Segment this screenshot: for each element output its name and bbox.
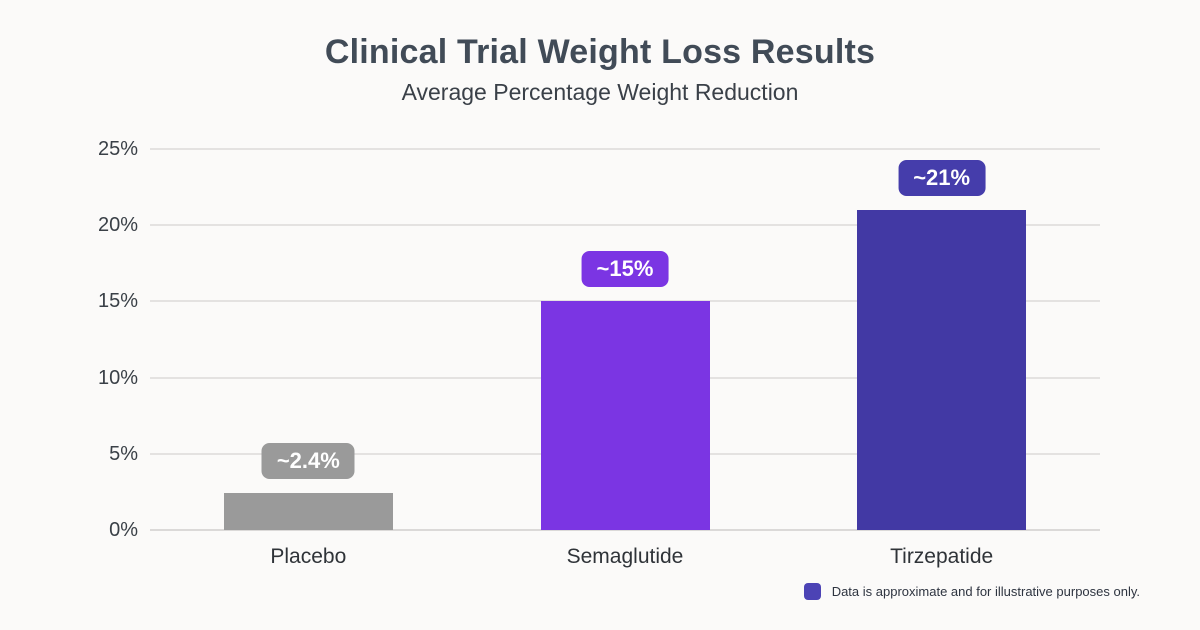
gridline — [150, 148, 1100, 150]
legend-swatch-icon — [803, 583, 821, 600]
category-label: Tirzepatide — [890, 545, 994, 568]
value-badge: ~21% — [898, 159, 986, 196]
category-label: Semaglutide — [566, 545, 684, 568]
value-badge: ~15% — [581, 251, 669, 288]
y-axis-tick-label: 0% — [109, 519, 138, 541]
y-axis-tick-label: 5% — [109, 442, 138, 465]
chart-subtitle: Average Percentage Weight Reduction — [401, 79, 799, 105]
value-badge: ~2.4% — [261, 443, 355, 480]
y-axis-tick-label: 10% — [97, 366, 138, 389]
bar-tirzepatide — [857, 209, 1027, 530]
gridline — [150, 224, 1100, 227]
bar-placebo — [223, 493, 393, 530]
bar-semaglutide — [540, 301, 710, 530]
y-axis-tick-label: 20% — [97, 214, 138, 237]
chart-title: Clinical Trial Weight Loss Results — [324, 33, 876, 71]
category-label: Placebo — [270, 545, 347, 568]
y-axis-tick-label: 25% — [97, 138, 138, 160]
chart-footnote: Data is approximate and for illustrative… — [803, 583, 1140, 600]
footnote-text: Data is approximate and for illustrative… — [831, 584, 1140, 599]
gridline — [150, 529, 1100, 531]
y-axis-tick-label: 15% — [97, 290, 138, 313]
